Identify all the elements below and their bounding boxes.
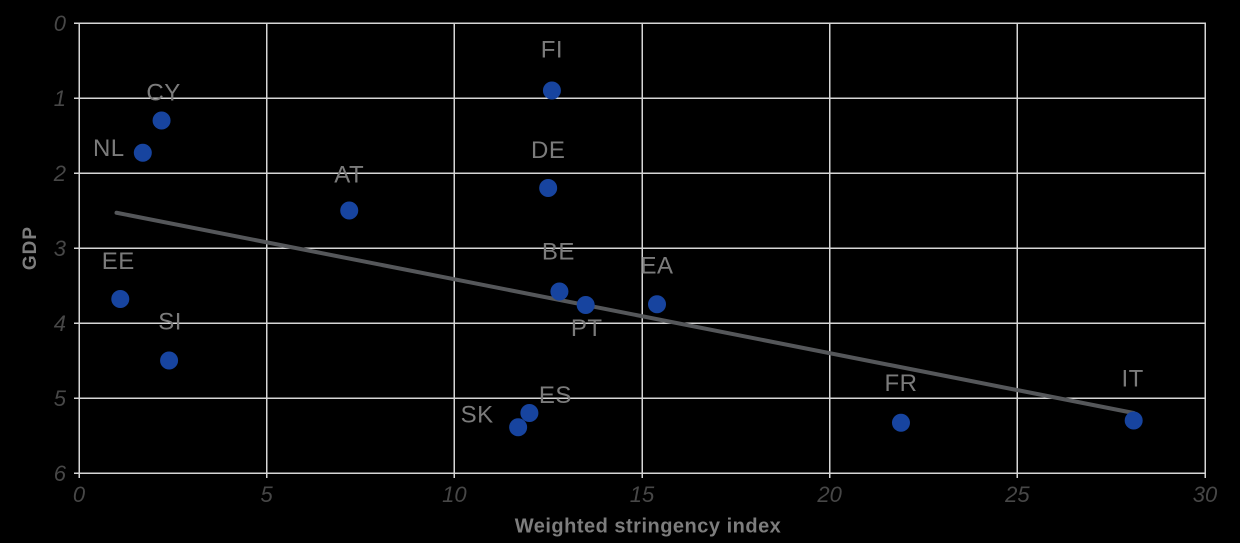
data-point-nl [133, 143, 152, 162]
point-label-be: BE [542, 239, 575, 266]
data-point-cy [152, 111, 171, 130]
data-point-it [1124, 411, 1143, 430]
point-label-at: AT [334, 162, 364, 189]
y-tick-label: 0 [54, 11, 67, 36]
x-tick-label: 10 [442, 482, 467, 507]
x-tick-label: 5 [261, 482, 274, 507]
y-tick-label: 1 [54, 86, 66, 111]
point-label-fi: FI [541, 37, 563, 64]
data-point-ee [111, 290, 130, 308]
point-label-ea: EA [641, 252, 674, 279]
data-point-be [550, 282, 569, 301]
point-label-nl: NL [93, 135, 125, 162]
y-tick-label: 4 [54, 311, 66, 336]
point-label-it: IT [1122, 366, 1144, 393]
x-tick-label: 0 [73, 482, 86, 507]
point-label-fr: FR [884, 370, 917, 397]
point-label-pt: PT [571, 315, 603, 342]
point-label-cy: CY [146, 80, 180, 107]
data-point-pt [576, 296, 595, 314]
trend-line [114, 210, 1136, 415]
data-point-es [520, 404, 539, 422]
x-tick-label: 20 [816, 482, 842, 507]
x-tick-label: 30 [1193, 482, 1218, 507]
y-tick-label: 6 [54, 461, 67, 486]
x-axis-title: Weighted stringency index [514, 515, 782, 538]
data-point-fr [891, 413, 910, 432]
x-tick-label: 15 [630, 482, 655, 507]
point-label-si: SI [158, 309, 182, 336]
y-tick-label: 2 [53, 161, 66, 186]
point-label-ee: EE [102, 248, 135, 275]
plot-border [78, 22, 1206, 474]
point-label-de: DE [531, 137, 565, 164]
point-label-sk: SK [461, 401, 494, 428]
point-label-es: ES [539, 382, 572, 409]
data-point-at [340, 201, 359, 220]
data-point-ea [648, 295, 667, 314]
y-tick-label: 3 [54, 236, 67, 261]
y-axis-title: GDP [20, 225, 41, 271]
y-tick-label: 5 [54, 386, 67, 411]
x-tick-label: 25 [1004, 482, 1030, 507]
data-point-fi [542, 81, 561, 100]
data-point-si [160, 351, 179, 370]
data-point-sk [509, 418, 528, 437]
data-point-de [539, 179, 558, 197]
